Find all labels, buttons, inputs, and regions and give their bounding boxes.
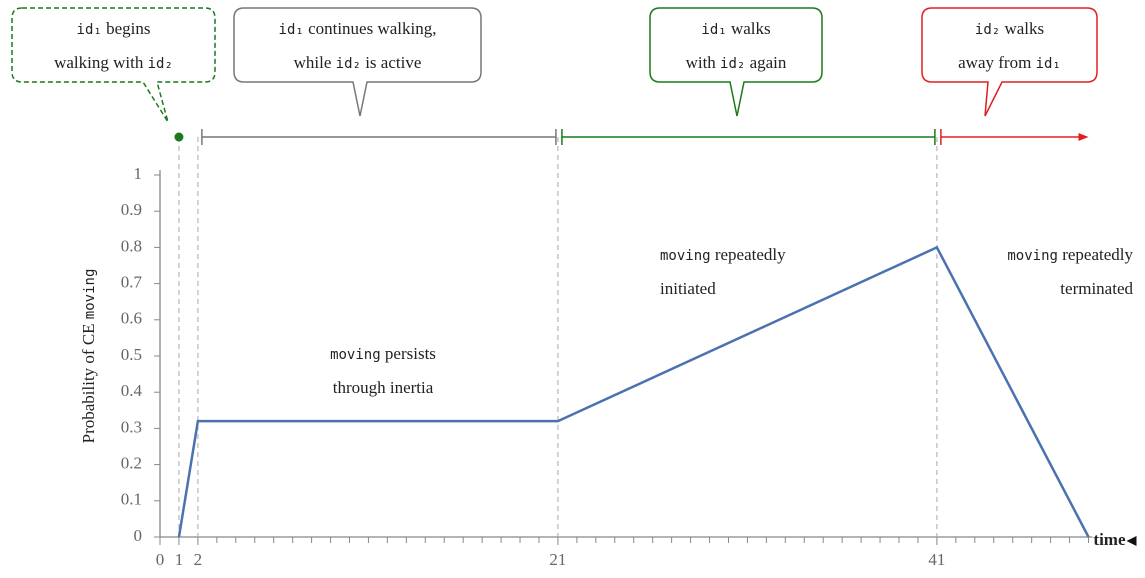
annotation: moving repeatedly — [1007, 245, 1133, 264]
text-run: is active — [361, 53, 421, 72]
y-tick-label: 0.4 — [121, 381, 143, 400]
y-tick-label: 0.3 — [121, 417, 142, 436]
callout-box — [11, 7, 216, 123]
text-run: walks — [727, 19, 771, 38]
y-tick-label: 0.5 — [121, 345, 142, 364]
y-tick-label: 0.6 — [121, 309, 142, 328]
y-tick-label: 1 — [134, 164, 143, 183]
x-tick-label: 41 — [928, 550, 945, 569]
code-run: id₁ — [279, 22, 304, 38]
x-tick-label: 0 — [156, 550, 165, 569]
code-run: moving — [1007, 248, 1058, 264]
callout-text: id₁ begins — [77, 19, 151, 38]
y-axis-label: Probability of CE moving — [79, 269, 98, 444]
text-run: with — [686, 53, 720, 72]
y-tick-label: 0.2 — [121, 454, 142, 473]
x-axis-arrow — [1126, 536, 1137, 546]
text-run: continues walking, — [304, 19, 437, 38]
text-run: repeatedly — [1058, 245, 1134, 264]
period-point — [174, 132, 184, 142]
callout-box — [649, 7, 823, 117]
text-run: walks — [1000, 19, 1044, 38]
code-run: id₁ — [77, 22, 102, 38]
code-run: moving — [660, 248, 711, 264]
annotation: moving persists — [330, 344, 436, 363]
text-run: walking with — [54, 53, 148, 72]
y-tick-label: 0.8 — [121, 236, 142, 255]
y-tick-label: 0.9 — [121, 200, 142, 219]
code-run: id₂ — [720, 56, 745, 72]
code-run: id₂ — [336, 56, 361, 72]
annotation: initiated — [660, 279, 716, 298]
callout-text: with id₂ again — [686, 53, 787, 72]
callout-text: away from id₁ — [958, 53, 1061, 72]
annotation: through inertia — [333, 378, 434, 397]
x-axis-label: time — [1093, 530, 1126, 549]
x-tick-label: 1 — [175, 550, 184, 569]
annotation: moving repeatedly — [660, 245, 786, 264]
code-run: id₂ — [148, 56, 173, 72]
text-run: begins — [102, 19, 151, 38]
callout-text: while id₂ is active — [294, 53, 422, 72]
code-run: id₁ — [1036, 56, 1061, 72]
x-tick-label: 2 — [194, 550, 203, 569]
callout-box — [233, 7, 482, 117]
annotation: terminated — [1060, 279, 1133, 298]
callout-text: id₁ continues walking, — [279, 19, 437, 38]
text-run: Probability of CE — [79, 319, 98, 443]
period-arrow — [1078, 133, 1089, 141]
x-tick-label: 21 — [549, 550, 566, 569]
y-tick-label: 0.1 — [121, 490, 142, 509]
callout-box — [921, 7, 1098, 117]
text-run: through inertia — [333, 378, 434, 397]
text-run: away from — [958, 53, 1035, 72]
code-run: moving — [330, 347, 381, 363]
callout-text: id₂ walks — [975, 19, 1044, 38]
callout-text: id₁ walks — [701, 19, 770, 38]
callout-text: walking with id₂ — [54, 53, 173, 72]
code-run: moving — [82, 269, 98, 320]
text-run: again — [745, 53, 787, 72]
y-tick-label: 0 — [134, 526, 143, 545]
line-series — [177, 245, 1090, 538]
code-run: id₂ — [975, 22, 1000, 38]
text-run: persists — [381, 344, 436, 363]
y-tick-label: 0.7 — [121, 273, 143, 292]
code-run: id₁ — [701, 22, 726, 38]
text-run: while — [294, 53, 336, 72]
text-run: terminated — [1060, 279, 1133, 298]
text-run: initiated — [660, 279, 716, 298]
text-run: repeatedly — [711, 245, 787, 264]
